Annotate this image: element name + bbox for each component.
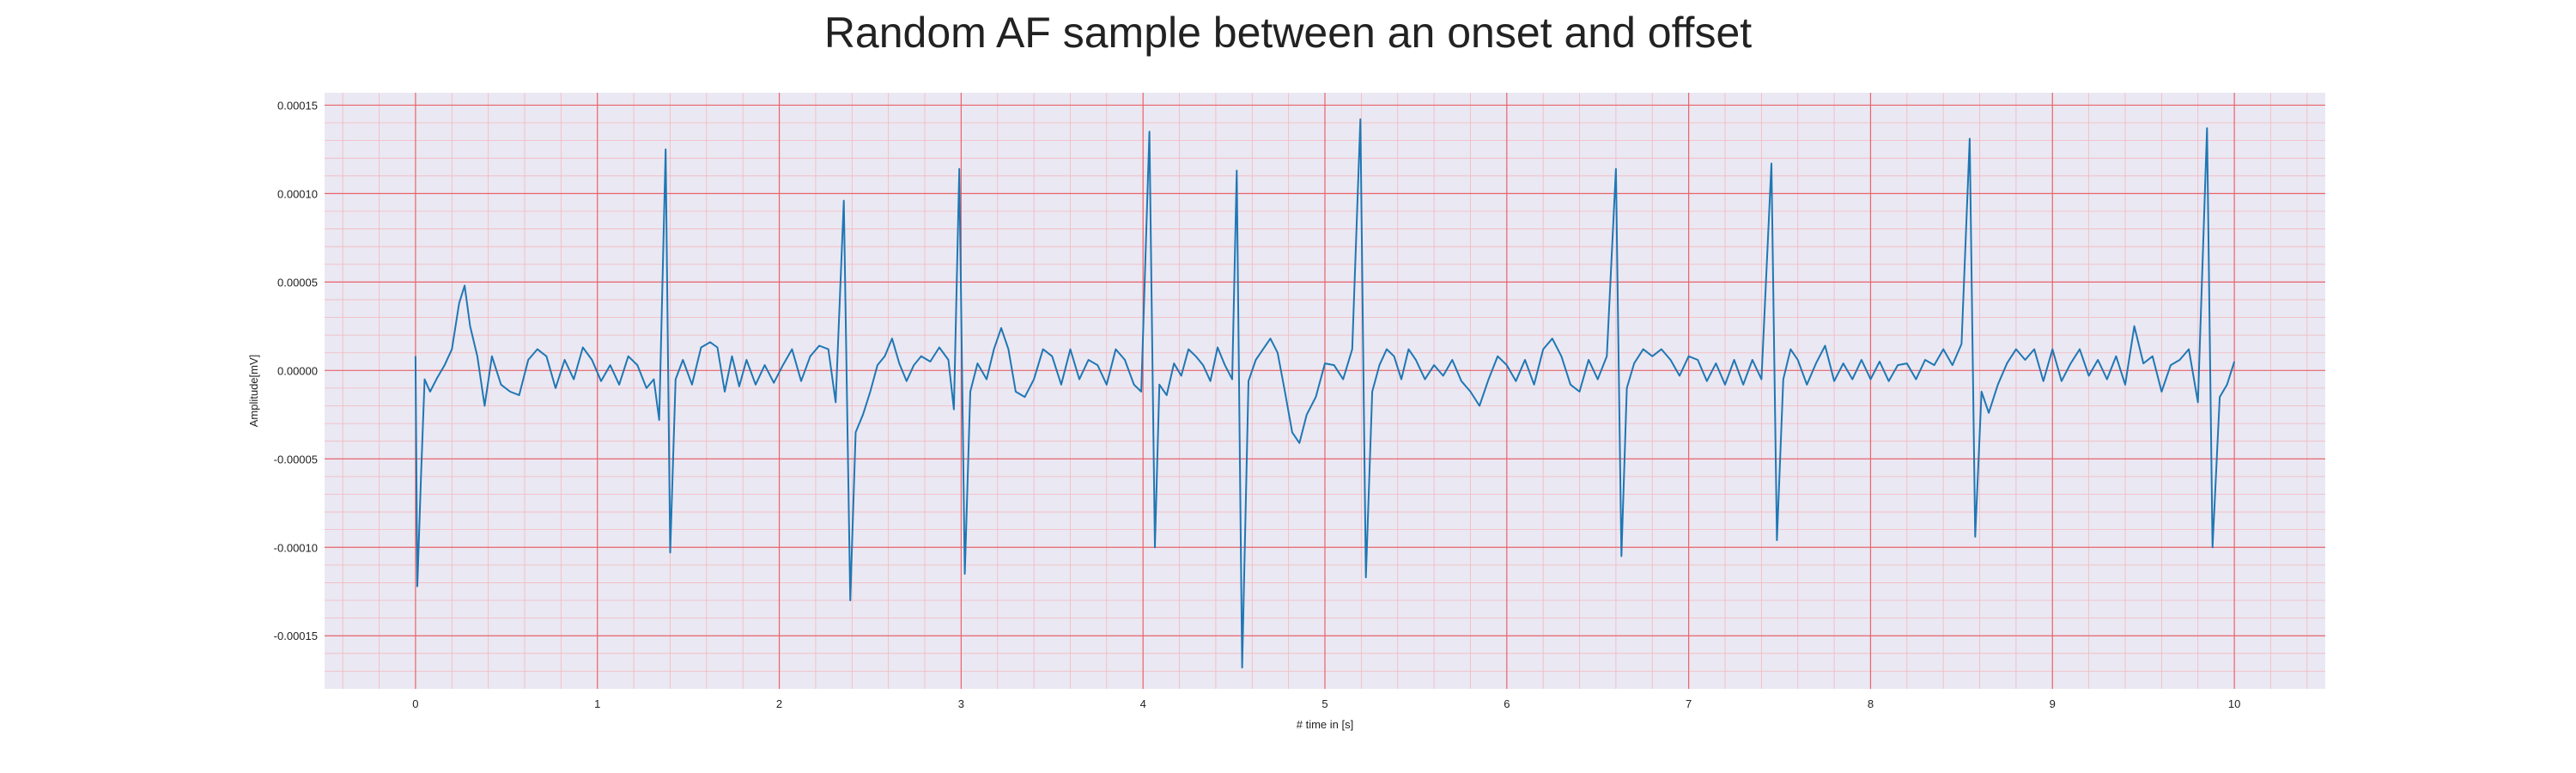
- x-tick-label: 7: [1686, 697, 1692, 710]
- x-tick-label: 2: [776, 697, 782, 710]
- x-tick-label: 4: [1140, 697, 1146, 710]
- major-grid: [325, 93, 2325, 689]
- x-axis-label: # time in [s]: [1297, 718, 1353, 731]
- x-tick-label: 5: [1321, 697, 1327, 710]
- x-axis-ticks: 0 1 2 3 4 5 6 7 8 9 10: [412, 697, 2240, 710]
- x-tick-label: 0: [412, 697, 418, 710]
- x-tick-label: 9: [2050, 697, 2056, 710]
- y-tick-label: 0.00005: [277, 276, 318, 289]
- y-tick-label: 0.00010: [277, 187, 318, 200]
- x-tick-label: 6: [1504, 697, 1510, 710]
- y-tick-label: 0.00015: [277, 99, 318, 112]
- y-tick-label: -0.00015: [274, 630, 318, 642]
- ecg-signal-line: [414, 118, 2236, 669]
- x-tick-label: 1: [594, 697, 600, 710]
- y-axis-label: Amplitude[mV]: [247, 355, 260, 428]
- y-tick-label: -0.00010: [274, 541, 318, 554]
- x-tick-label: 8: [1868, 697, 1874, 710]
- y-axis-ticks: 0.00015 0.00010 0.00005 0.00000 -0.00005 -0.0…: [274, 99, 318, 642]
- x-tick-label: 3: [958, 697, 964, 710]
- y-tick-label: -0.00005: [274, 453, 318, 466]
- chart-title: Random AF sample between an onset and of…: [823, 9, 1753, 57]
- x-tick-label: 10: [2228, 697, 2240, 710]
- y-tick-label: 0.00000: [277, 364, 318, 377]
